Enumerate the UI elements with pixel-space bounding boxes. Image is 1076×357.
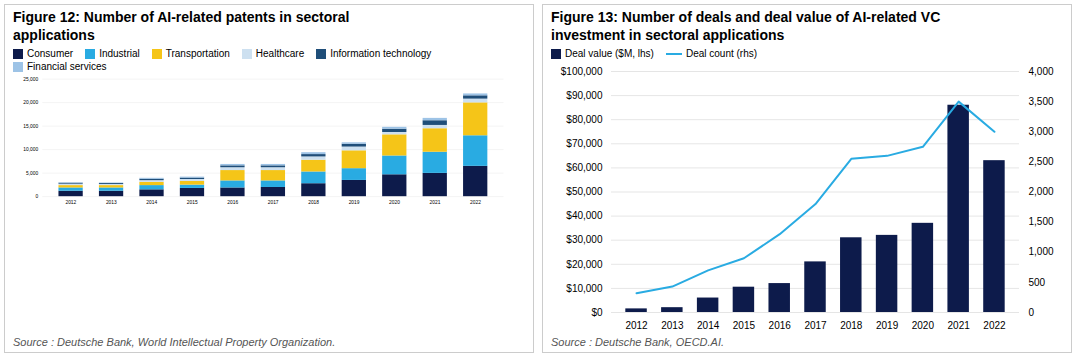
svg-text:20,000: 20,000 xyxy=(23,100,38,105)
svg-text:2012: 2012 xyxy=(625,320,648,331)
svg-text:2013: 2013 xyxy=(661,320,684,331)
svg-text:1,500: 1,500 xyxy=(1029,216,1054,227)
svg-text:2012: 2012 xyxy=(65,200,76,205)
svg-text:2013: 2013 xyxy=(106,200,117,205)
svg-text:15,000: 15,000 xyxy=(23,124,38,129)
html-text:Deal count (rhs): Deal count (rhs) xyxy=(685,48,758,59)
svg-text:2014: 2014 xyxy=(146,200,157,205)
svg-text:500: 500 xyxy=(1029,277,1046,288)
svg-text:2021: 2021 xyxy=(948,320,971,331)
svg-text:2015: 2015 xyxy=(733,320,756,331)
svg-text:$0: $0 xyxy=(591,307,603,318)
svg-text:$10,000: $10,000 xyxy=(566,283,603,294)
svg-text:$20,000: $20,000 xyxy=(566,259,603,270)
svg-text:10,000: 10,000 xyxy=(23,147,38,152)
svg-text:2014: 2014 xyxy=(697,320,720,331)
svg-text:0: 0 xyxy=(1029,307,1035,318)
svg-text:$100,000: $100,000 xyxy=(561,66,603,77)
html-text:Transportation: Transportation xyxy=(165,48,230,59)
svg-text:$80,000: $80,000 xyxy=(566,114,603,125)
svg-text:1,000: 1,000 xyxy=(1029,246,1054,257)
svg-text:2019: 2019 xyxy=(349,200,360,205)
svg-text:2,500: 2,500 xyxy=(1029,156,1054,167)
svg-text:2017: 2017 xyxy=(268,200,279,205)
html-text:Consumer: Consumer xyxy=(27,48,74,59)
svg-text:$70,000: $70,000 xyxy=(566,138,603,149)
svg-text:$50,000: $50,000 xyxy=(566,186,603,197)
html-text:Source : Deutsche Bank, World: Source : Deutsche Bank, World Intellectu… xyxy=(13,336,336,348)
html-text:Figure 13: Number of deals and: Figure 13: Number of deals and deal valu… xyxy=(551,9,941,43)
html-text:Healthcare: Healthcare xyxy=(255,48,305,59)
svg-text:3,500: 3,500 xyxy=(1029,96,1054,107)
html-text:Information technology: Information technology xyxy=(330,48,432,59)
svg-text:2016: 2016 xyxy=(769,320,792,331)
html-text:Source : Deutsche Bank, OECD.A: Source : Deutsche Bank, OECD.AI. xyxy=(551,336,724,348)
svg-text:$90,000: $90,000 xyxy=(566,90,603,101)
svg-text:3,000: 3,000 xyxy=(1029,126,1054,137)
svg-text:$40,000: $40,000 xyxy=(566,210,603,221)
svg-text:2018: 2018 xyxy=(308,200,319,205)
svg-text:2022: 2022 xyxy=(983,320,1006,331)
svg-text:4,000: 4,000 xyxy=(1029,66,1054,77)
html-text:Industrial: Industrial xyxy=(99,48,140,59)
svg-text:2021: 2021 xyxy=(430,200,441,205)
html-text:Figure 12: Number of AI-relate: Figure 12: Number of AI-related patents … xyxy=(13,9,350,43)
html-text:Financial services: Financial services xyxy=(27,61,107,72)
svg-text:0: 0 xyxy=(35,194,38,199)
svg-text:2018: 2018 xyxy=(840,320,863,331)
svg-text:2,000: 2,000 xyxy=(1029,186,1054,197)
svg-text:$60,000: $60,000 xyxy=(566,162,603,173)
svg-text:2017: 2017 xyxy=(804,320,827,331)
svg-text:2015: 2015 xyxy=(187,200,198,205)
svg-text:5,000: 5,000 xyxy=(26,171,38,176)
svg-text:2020: 2020 xyxy=(389,200,400,205)
svg-text:2022: 2022 xyxy=(470,200,481,205)
svg-text:2019: 2019 xyxy=(876,320,899,331)
html-text:Deal value ($M, lhs): Deal value ($M, lhs) xyxy=(565,48,654,59)
svg-text:2016: 2016 xyxy=(227,200,238,205)
svg-text:2020: 2020 xyxy=(912,320,935,331)
svg-text:$30,000: $30,000 xyxy=(566,234,603,245)
svg-text:25,000: 25,000 xyxy=(23,77,38,82)
